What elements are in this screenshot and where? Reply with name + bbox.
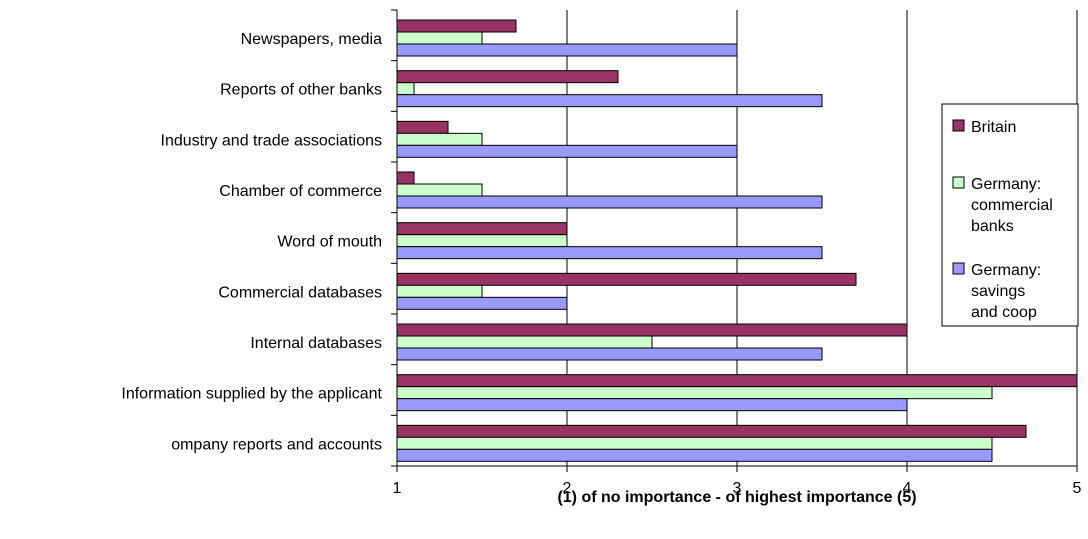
- bar-3-1: [396, 43, 738, 57]
- legend-box: [941, 103, 1079, 327]
- bar-2-7: [396, 335, 653, 349]
- bar-3-7: [396, 347, 823, 361]
- bar-1-7: [396, 323, 908, 337]
- bar-3-5: [396, 246, 823, 260]
- category-label-5: Word of mouth: [277, 234, 382, 251]
- legend-label-3-4: banks: [971, 325, 1014, 342]
- bar-2-2: [396, 82, 415, 96]
- category-label-2: Reports of other banks: [220, 82, 382, 99]
- legend-label-3-3: and coop: [971, 304, 1037, 321]
- bar-1-6: [396, 272, 857, 286]
- bar-1-5: [396, 222, 568, 236]
- category-label-7: Internal databases: [250, 335, 382, 352]
- bar-3-9: [396, 448, 993, 462]
- category-label-4: Chamber of commerce: [219, 183, 382, 200]
- bar-2-4: [396, 183, 483, 197]
- bar-1-3: [396, 120, 449, 134]
- bar-2-1: [396, 31, 483, 45]
- category-label-9: ompany reports and accounts: [171, 436, 382, 453]
- legend-swatch-2: [952, 176, 965, 189]
- x-tick-label-1: 1: [393, 480, 402, 497]
- category-label-3: Industry and trade associations: [161, 132, 382, 149]
- x-axis-title: (1) of no importance - of highest import…: [557, 489, 916, 506]
- x-tick-label-2: 2: [563, 480, 572, 497]
- tick-labels: 1 2 3 4 5: [393, 480, 1082, 497]
- bar-1-8: [396, 374, 1078, 388]
- bar-2-6: [396, 284, 483, 298]
- legend-label-2-3: banks: [971, 218, 1014, 235]
- bar-2-3: [396, 132, 483, 146]
- bar-2-8: [396, 386, 993, 400]
- bar-2-5: [396, 234, 568, 248]
- legend-swatch-3: [952, 262, 965, 275]
- bar-1-2: [396, 70, 619, 84]
- bar-1-4: [396, 171, 415, 185]
- category-label-1: Newspapers, media: [241, 31, 383, 48]
- bar-1-9: [396, 424, 1027, 438]
- legend-swatch-1: [952, 119, 965, 132]
- category-labels: Newspapers, media Reports of other banks I…: [121, 31, 382, 453]
- x-tick-label-5: 5: [1073, 480, 1082, 497]
- x-tick-label-4: 4: [903, 480, 912, 497]
- category-label-8: Information supplied by the applicant: [121, 386, 382, 403]
- bar-3-3: [396, 144, 738, 158]
- bar-3-2: [396, 94, 823, 108]
- legend: Britain Germany: commercial banks Germany: sa…: [941, 103, 1079, 342]
- legend-label-3-1: Germany:: [971, 262, 1041, 279]
- category-label-6: Commercial databases: [218, 284, 382, 301]
- axes: [391, 9, 1078, 472]
- bar-2-9: [396, 436, 993, 450]
- legend-label-2-1: Germany:: [971, 176, 1041, 193]
- bars: [396, 19, 1078, 462]
- legend-label-2-2: commercial: [971, 197, 1053, 214]
- bar-3-4: [396, 195, 823, 209]
- legend-label-3-2: savings: [971, 283, 1025, 300]
- x-tick-label-3: 3: [733, 480, 742, 497]
- bar-3-8: [396, 398, 908, 412]
- bar-3-6: [396, 296, 568, 310]
- legend-label-1-1: Britain: [971, 119, 1016, 136]
- bar-1-1: [396, 19, 517, 33]
- legend-entries: Britain Germany: commercial banks Germany: sa…: [952, 119, 1053, 342]
